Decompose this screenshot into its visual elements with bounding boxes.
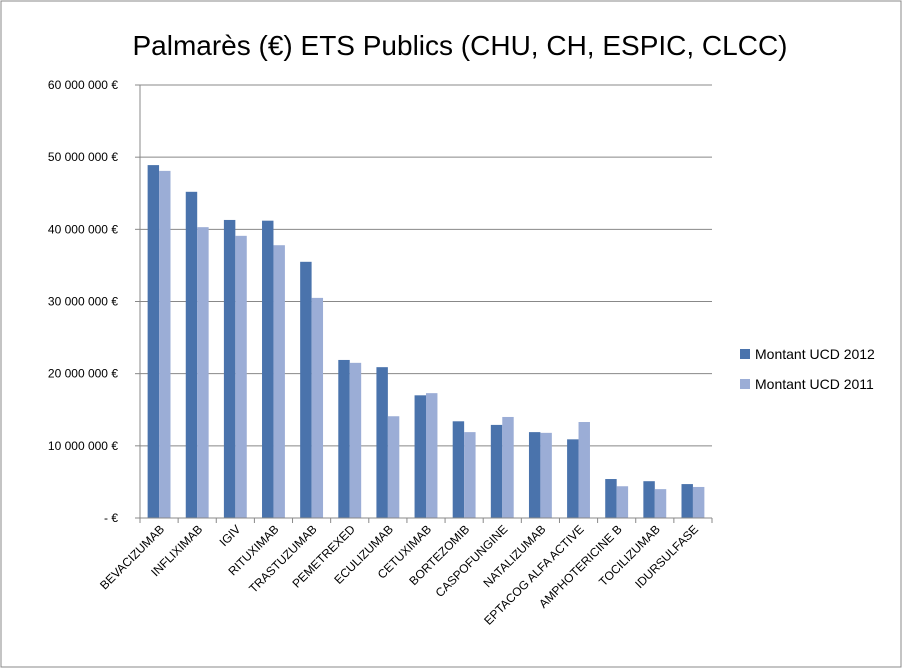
bar [528, 432, 541, 518]
bar [311, 297, 324, 518]
bar [681, 484, 693, 518]
legend-label: Montant UCD 2012 [755, 346, 875, 362]
legend-swatch [740, 379, 750, 389]
bar [147, 165, 160, 519]
bar [262, 220, 274, 518]
bar [540, 432, 552, 518]
bar [490, 424, 503, 518]
bar [349, 362, 362, 518]
legend-swatch [740, 349, 750, 359]
bar [273, 245, 285, 518]
bar [452, 421, 465, 518]
bar [387, 416, 400, 518]
bar [223, 219, 236, 518]
bar [185, 191, 198, 518]
bar [567, 439, 579, 518]
bar [338, 359, 350, 518]
bar [643, 481, 655, 518]
chart-title: Palmarès (€) ETS Publics (CHU, CH, ESPIC… [132, 30, 787, 61]
bar [616, 486, 629, 518]
y-tick-label: - € [104, 511, 118, 525]
bar [502, 416, 514, 518]
bar [692, 486, 705, 518]
y-tick-label: 40 000 000 € [48, 222, 118, 236]
bar [464, 432, 476, 518]
bar [654, 489, 667, 518]
y-tick-label: 60 000 000 € [48, 78, 118, 92]
bar [159, 170, 171, 518]
y-tick-label: 50 000 000 € [48, 150, 118, 164]
legend-label: Montant UCD 2011 [755, 376, 874, 392]
y-tick-label: 10 000 000 € [48, 439, 118, 453]
bar [426, 393, 438, 518]
y-tick-label: 20 000 000 € [48, 367, 118, 381]
bar [414, 395, 426, 518]
bar [376, 367, 388, 518]
bar [197, 227, 209, 518]
bar [605, 479, 617, 518]
bar [578, 422, 590, 518]
bar [300, 261, 312, 518]
bar [235, 235, 247, 518]
y-tick-label: 30 000 000 € [48, 295, 118, 309]
